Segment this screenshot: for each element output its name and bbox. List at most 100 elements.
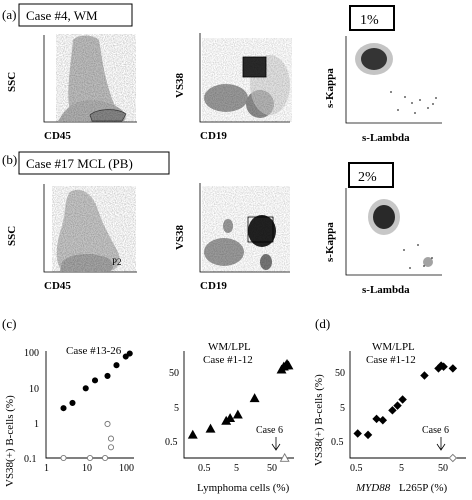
chart-c1-y-tick-2: 10 [29,384,39,395]
chart-d-annotation-arrow [436,437,446,451]
chart-c2-annotation: Case 6 [256,425,283,436]
plot-b3-ylabel: s-Kappa [324,222,336,262]
plot-b2-gate [247,216,274,243]
chart-d-xlabel-rest: L265P (%) [399,482,448,494]
chart3-s0-point-2 [372,414,381,424]
chart-c1-title: Case #13-26 [66,345,122,357]
plot-a3-axes [345,36,442,124]
plot-a1: SSC CD45 [6,34,137,142]
chart1-s0-point-6 [122,353,129,360]
chart-d-x-tick-1: 5 [399,463,404,474]
chart-c1-x-tick-2: 100 [119,463,134,474]
chart3-s0-point-7 [420,371,429,380]
chart1-s1-point-4 [107,435,115,442]
chart3-s0-point-10 [439,362,448,371]
chart2-s0-point-1 [205,423,216,433]
plot-b2-density [202,186,290,272]
chart1-s0-point-2 [82,385,89,392]
plot-b1-density [52,186,136,272]
chart-c1-y-tick-3: 100 [24,348,39,359]
chart-c2: WM/LPL Case #1-12 0.5 5 50 0.5 5 50 Case… [165,341,294,474]
plot-a2-ylabel: VS38 [174,72,186,98]
chart1-s0-point-0 [60,405,67,412]
panel-d-letter: (d) [315,316,330,331]
chart3-s0-point-5 [393,401,402,410]
chart-c2-title: WM/LPL Case #1-12 [203,341,253,366]
chart-c2-annotation-arrow [271,437,281,451]
chart1-s0-point-1 [69,399,76,406]
plot-a2-density [202,38,292,122]
chart-c1-y-tick-1: 1 [34,419,39,430]
chart2-s1-point-0 [279,452,290,462]
chart1-s1-point-1 [86,454,94,462]
plot-a2-xlabel: CD19 [200,130,227,142]
plot-b3-xlabel: s-Lambda [362,284,410,296]
chart2-s0-point-4 [232,409,243,419]
chart-c1-marks [60,350,133,462]
chart2-s0-point-0 [187,429,198,439]
chart3-s1-point-0 [448,453,458,463]
plot-a1-density [56,34,136,122]
chart-c1-y-tick-0: 0.1 [24,454,37,465]
chart-c2-title-line1: WM/LPL [208,341,251,353]
plot-a1-xlabel: CD45 [44,130,71,142]
chart-c1-x-tick-1: 10 [82,463,92,474]
chart1-s1-point-0 [60,454,67,462]
chart-d-axes [349,351,466,459]
chart-c2-x-tick-1: 5 [234,463,239,474]
panel-b-kappa-pct: 2% [358,170,377,185]
plot-b2: VS38 CD19 [174,183,290,292]
panel-b-case-box [18,151,170,175]
chart-d-annotation: Case 6 [422,425,449,436]
panel-b-case-label: Case #17 MCL (PB) [26,156,133,171]
plot-b3: s-Kappa s-Lambda [324,188,442,296]
chart3-s0-point-1 [363,430,373,440]
chart1-s1-point-3 [104,420,111,428]
plot-b3-density [368,199,433,267]
plot-a1-ylabel: SSC [6,72,18,92]
chart1-s0-point-4 [104,372,111,379]
panel-b-kappa-box [348,162,394,188]
chart-c2-y-tick-0: 0.5 [165,437,178,448]
chart-c2-y-tick-1: 5 [174,403,179,414]
chart-c1: Case #13-26 VS38(+) B-cells (%) 0.1 1 10… [4,345,134,487]
chart-d-x-tick-0: 0.5 [350,463,363,474]
panel-a-kappa-box [349,5,395,31]
chart-d-y-tick-1: 5 [340,403,345,414]
chart-c2-x-tick-2: 50 [267,463,277,474]
chart-c2-y-tick-2: 50 [169,368,179,379]
chart-c2-marks [187,358,294,462]
chart-c-shared-xlabel: Lymphoma cells (%) [197,482,290,494]
chart-d-y-tick-2: 50 [335,368,345,379]
plot-a3: s-Kappa s-Lambda [324,36,442,144]
plot-a3-scatter-dots [390,91,437,114]
chart1-s1-point-5 [107,444,115,451]
chart-d-title-line1: WM/LPL [372,341,415,353]
chart3-s0-point-3 [378,415,388,425]
panel-a-letter: (a) [2,7,16,22]
chart-d-marks [353,361,458,463]
chart1-s0-point-7 [126,350,133,357]
chart3-s0-point-11 [448,364,458,373]
panel-a-case-label: Case #4, WM [26,8,98,23]
chart-d-xlabel: MYD88 L265P (%) [355,482,447,494]
plot-a3-xlabel: s-Lambda [362,132,410,144]
chart-d: WM/LPL Case #1-12 VS38(+) B-cells (%) 0.… [313,341,466,494]
chart2-s0-point-10 [283,360,294,370]
chart3-s0-point-4 [388,406,397,415]
plot-b1-gate-label: P2 [112,257,122,267]
chart2-s0-point-5 [249,393,260,403]
chart-c2-title-line2: Case #1-12 [203,354,253,366]
plot-b2-xlabel: CD19 [200,280,227,292]
plot-a2: VS38 CD19 [174,33,292,142]
plot-a2-gate [242,56,267,78]
chart-d-ylabel: VS38(+) B-cells (%) [313,374,325,466]
chart-d-y-tick-0: 0.5 [331,437,344,448]
chart-d-x-tick-2: 50 [438,463,448,474]
plot-b1-ylabel: SSC [6,226,18,246]
chart1-s1-point-2 [102,454,109,462]
chart-c1-x-tick-0: 1 [44,463,49,474]
plot-b2-ylabel: VS38 [174,224,186,250]
chart-c2-x-tick-0: 0.5 [198,463,211,474]
